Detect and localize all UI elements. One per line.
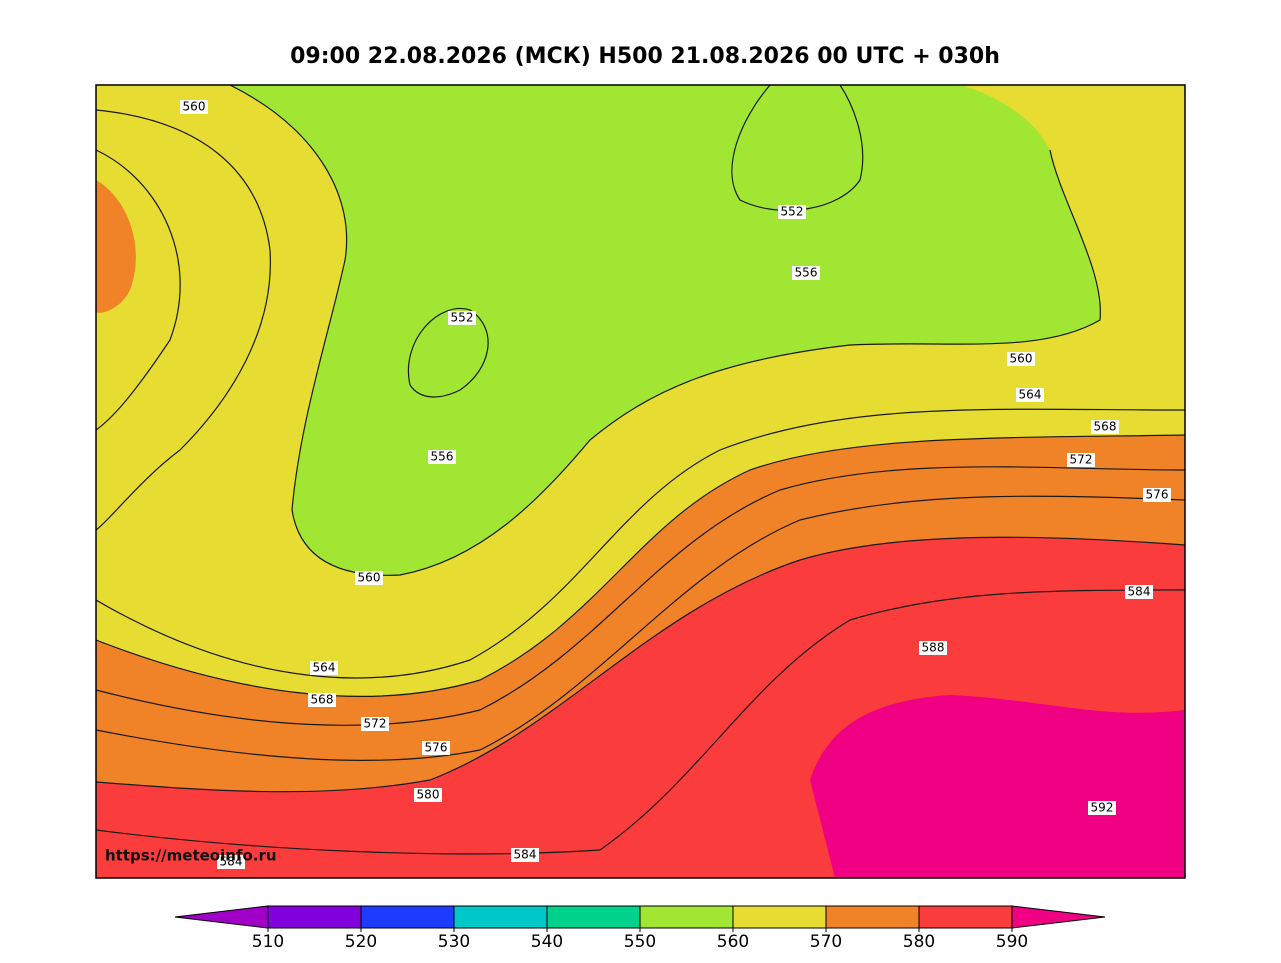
region-590 <box>810 695 1185 878</box>
contour-label-bg <box>310 661 338 675</box>
contour-label-bg <box>428 450 456 464</box>
contour-label: 576 <box>1146 488 1169 502</box>
contour-label: 568 <box>311 693 334 707</box>
contour-line <box>96 466 1185 726</box>
contour-label: 564 <box>313 661 336 675</box>
contour-label: 592 <box>1091 801 1114 815</box>
colorbar: 510 520 530 540 550 560 570 580 590 <box>174 905 1106 952</box>
title: 09:00 22.08.2026 (МСК) H500 21.08.2026 0… <box>290 44 1000 69</box>
colorbar-segment <box>825 905 920 929</box>
colorbar-segment <box>918 905 1013 929</box>
contour-label-bg <box>217 855 245 869</box>
contour-label-bg <box>448 311 476 325</box>
colorbar-segment <box>546 905 641 929</box>
contour-label-bg <box>919 641 947 655</box>
colorbar-tick-label: 580 <box>903 932 935 952</box>
contour-label-bg <box>511 848 539 862</box>
contour-label: 584 <box>514 848 537 862</box>
contour-label: 552 <box>781 205 804 219</box>
colorbar-extend-low <box>174 905 269 929</box>
contour-label: 552 <box>451 311 474 325</box>
colorbar-segment <box>639 905 734 929</box>
contour-label-bg <box>1143 488 1171 502</box>
contour-label: 576 <box>425 741 448 755</box>
colorbar-tick-label: 570 <box>810 932 842 952</box>
contour-label: 564 <box>1019 388 1042 402</box>
contour-line <box>96 109 271 531</box>
contour-label-bg <box>1007 352 1035 366</box>
contour-label: 584 <box>220 855 243 869</box>
colorbar-tick-label: 550 <box>624 932 656 952</box>
colorbar-tick-label: 510 <box>252 932 284 952</box>
contour-label-bg <box>1088 801 1116 815</box>
colorbar-extend-high <box>1011 905 1106 929</box>
contour-label: 560 <box>358 571 381 585</box>
map-frame <box>95 84 1186 879</box>
contour-label-bg <box>778 205 806 219</box>
colorbar-segment <box>267 905 362 929</box>
contour-line <box>96 536 1185 793</box>
contour-label-bg <box>1125 585 1153 599</box>
contour-label: 580 <box>417 788 440 802</box>
colorbar-segment <box>732 905 827 929</box>
contour-label: 560 <box>183 100 206 114</box>
colorbar-segment <box>360 905 455 929</box>
contour-line <box>407 307 489 398</box>
contour-label-bg <box>1067 453 1095 467</box>
colorbar-tick-label: 560 <box>717 932 749 952</box>
contour-line <box>229 85 1101 576</box>
colorbar-tick-label: 520 <box>345 932 377 952</box>
contour-label: 568 <box>1094 420 1117 434</box>
contour-label-bg <box>355 571 383 585</box>
contour-label-bg <box>1091 420 1119 434</box>
map: 560 552 556 552 560 564 568 556 572 576 560 584 588 5… <box>96 85 1185 878</box>
contour-label-bg <box>308 693 336 707</box>
contour-label-bg <box>792 266 820 280</box>
colorbar-tick-label: 530 <box>438 932 470 952</box>
contour-label-bg <box>422 741 450 755</box>
watermark: https://meteoinfo.ru <box>105 847 277 865</box>
contour-label: 572 <box>1070 453 1093 467</box>
colorbar-segment <box>453 905 548 929</box>
contour-line <box>96 408 1185 679</box>
contour-label: 588 <box>922 641 945 655</box>
contour-line <box>96 149 181 431</box>
colorbar-tick-label: 590 <box>996 932 1028 952</box>
colorbar-tick-label: 540 <box>531 932 563 952</box>
contour-label: 572 <box>364 717 387 731</box>
contour-label: 556 <box>431 450 454 464</box>
contour-line <box>96 589 1185 855</box>
contour-label-bg <box>361 717 389 731</box>
contour-label-bg <box>1016 388 1044 402</box>
contour-label-bg <box>414 788 442 802</box>
contour-label: 584 <box>1128 585 1151 599</box>
contour-label: 556 <box>795 266 818 280</box>
contour-label: 560 <box>1010 352 1033 366</box>
contour-line <box>96 495 1185 762</box>
region-570-west <box>96 180 136 313</box>
contour-label-bg <box>180 100 208 114</box>
